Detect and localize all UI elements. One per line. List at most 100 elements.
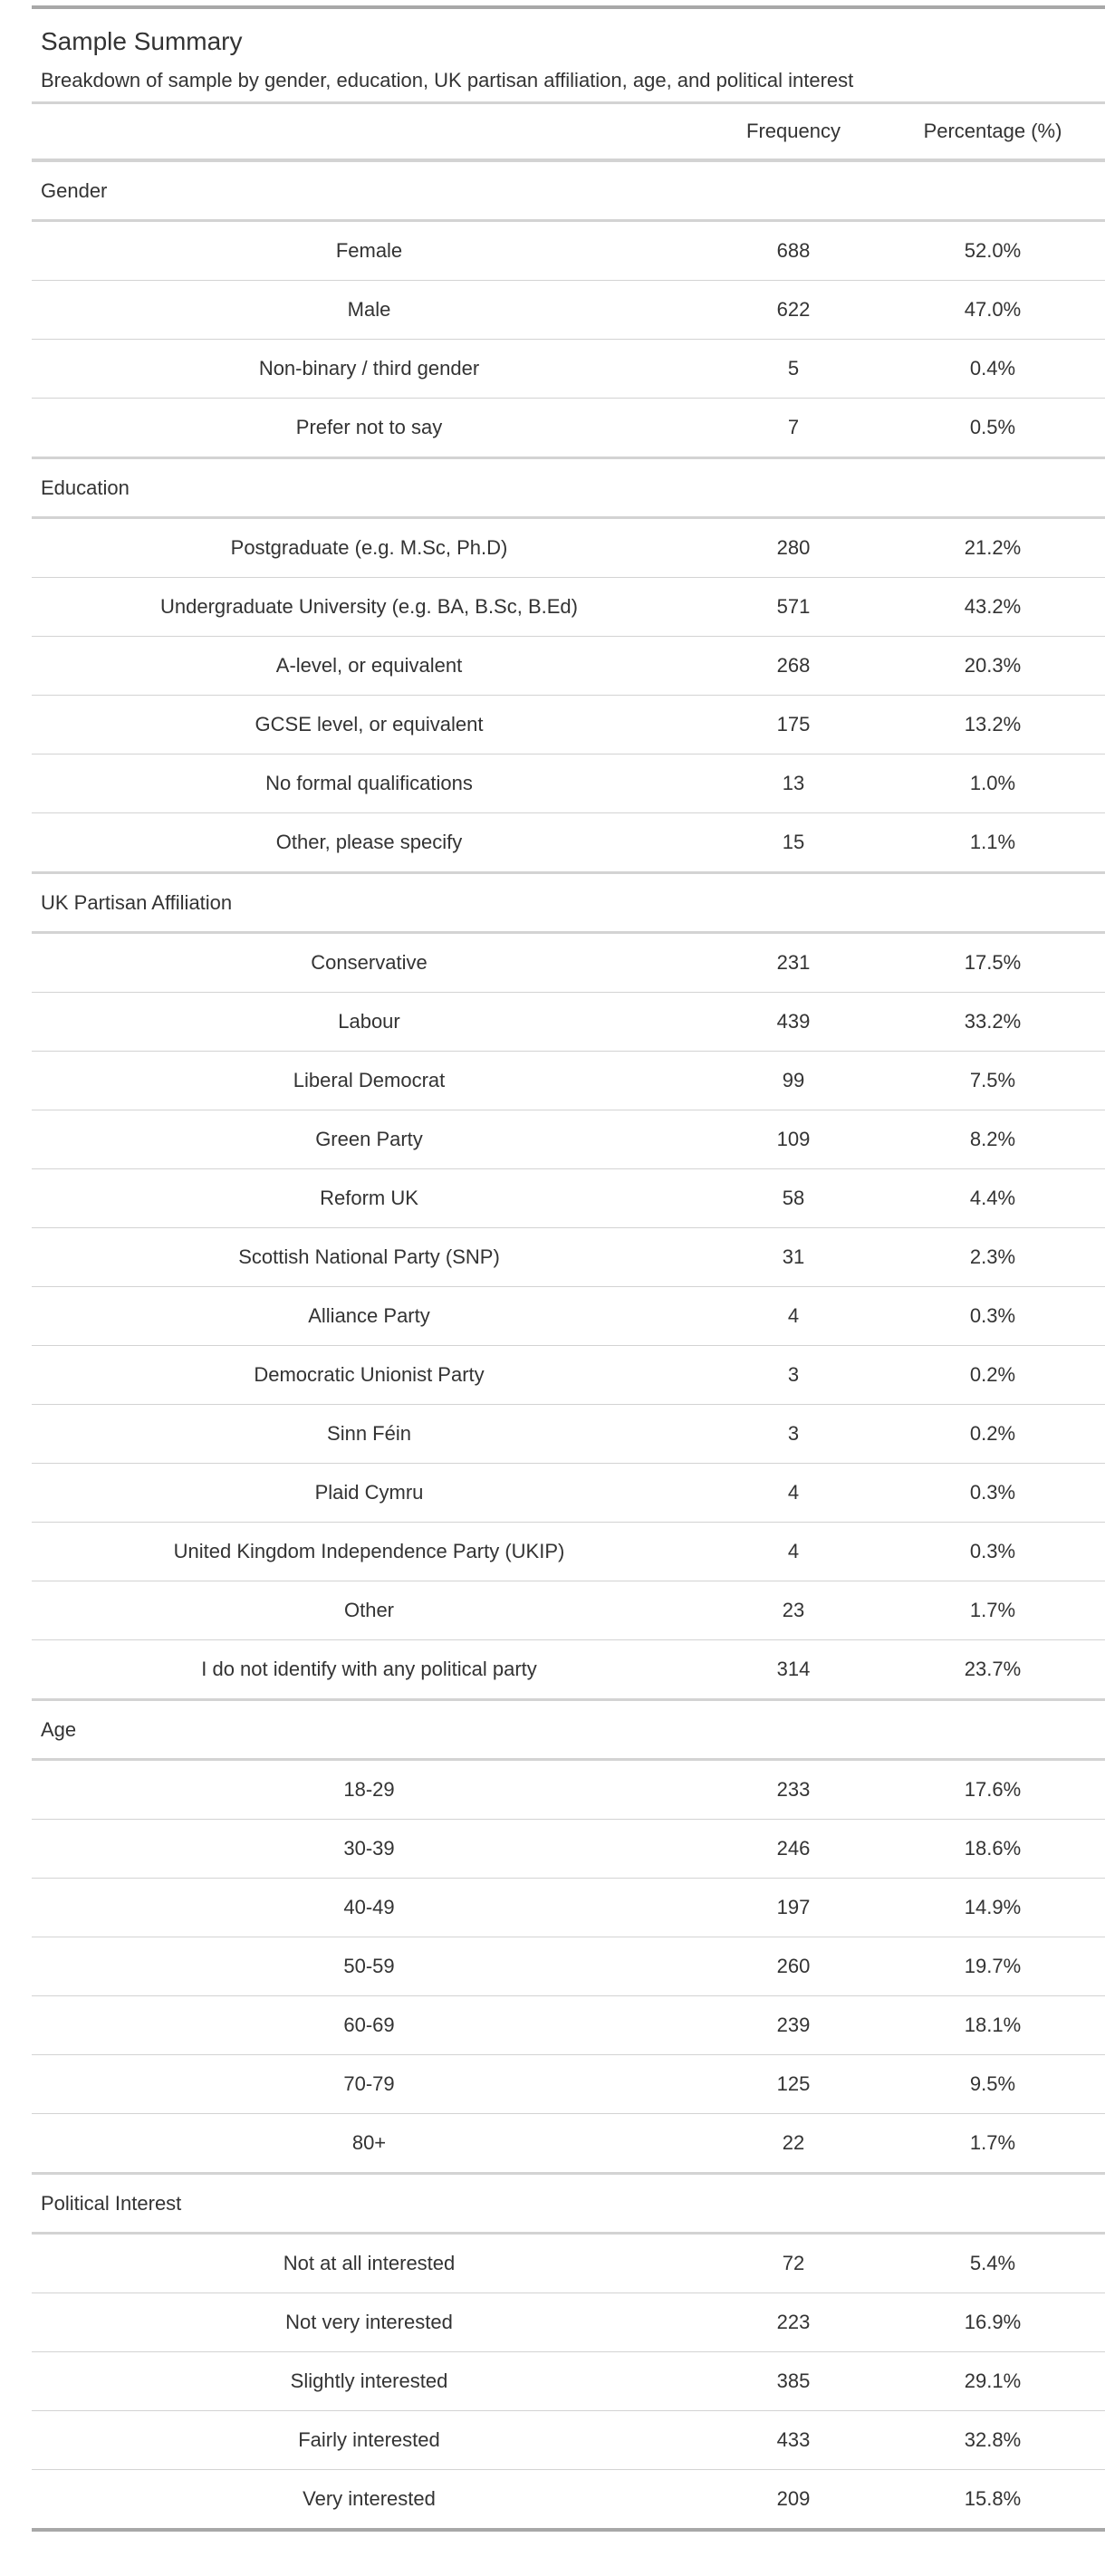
percentage-cell: 20.3%: [880, 636, 1105, 696]
table-row: Sinn Féin 3 0.2%: [32, 1404, 1105, 1464]
row-label-cell: 18-29: [32, 1759, 706, 1820]
group-header-label: Political Interest: [32, 2172, 1105, 2235]
frequency-cell: 31: [706, 1227, 880, 1287]
table-row: Scottish National Party (SNP) 31 2.3%: [32, 1227, 1105, 1287]
group-header-row: UK Partisan Affiliation: [32, 871, 1105, 934]
table-row: 50-59 260 19.7%: [32, 1937, 1105, 1996]
row-label-cell: I do not identify with any political par…: [32, 1639, 706, 1700]
row-label-cell: A-level, or equivalent: [32, 636, 706, 696]
table-row: GCSE level, or equivalent 175 13.2%: [32, 695, 1105, 755]
row-label-cell: 40-49: [32, 1878, 706, 1937]
percentage-cell: 4.4%: [880, 1168, 1105, 1228]
row-label-cell: Sinn Féin: [32, 1404, 706, 1464]
frequency-cell: 99: [706, 1051, 880, 1110]
column-header-label: [32, 104, 706, 162]
percentage-cell: 17.5%: [880, 932, 1105, 993]
top-rule: [32, 5, 1105, 9]
row-label-cell: Very interested: [32, 2469, 706, 2529]
frequency-cell: 209: [706, 2469, 880, 2529]
row-label-cell: Other, please specify: [32, 812, 706, 873]
frequency-cell: 3: [706, 1404, 880, 1464]
column-header-frequency: Frequency: [706, 104, 880, 162]
percentage-cell: 14.9%: [880, 1878, 1105, 1937]
frequency-cell: 314: [706, 1639, 880, 1700]
percentage-cell: 18.6%: [880, 1819, 1105, 1879]
frequency-cell: 268: [706, 636, 880, 696]
percentage-cell: 0.3%: [880, 1463, 1105, 1523]
table-row: Male 622 47.0%: [32, 280, 1105, 340]
table-row: Plaid Cymru 4 0.3%: [32, 1463, 1105, 1523]
frequency-cell: 4: [706, 1286, 880, 1346]
percentage-cell: 1.1%: [880, 812, 1105, 873]
percentage-cell: 16.9%: [880, 2292, 1105, 2352]
frequency-cell: 13: [706, 754, 880, 813]
table-row: Labour 439 33.2%: [32, 992, 1105, 1052]
column-header-row: Frequency Percentage (%): [32, 104, 1105, 162]
row-label-cell: Postgraduate (e.g. M.Sc, Ph.D): [32, 517, 706, 578]
percentage-cell: 32.8%: [880, 2410, 1105, 2470]
row-label-cell: No formal qualifications: [32, 754, 706, 813]
frequency-cell: 231: [706, 932, 880, 993]
table-row: 30-39 246 18.6%: [32, 1819, 1105, 1879]
table-row: Green Party 109 8.2%: [32, 1110, 1105, 1169]
frequency-cell: 109: [706, 1110, 880, 1169]
table-row: Reform UK 58 4.4%: [32, 1168, 1105, 1228]
column-header-percentage: Percentage (%): [880, 104, 1105, 162]
frequency-cell: 4: [706, 1522, 880, 1581]
frequency-cell: 223: [706, 2292, 880, 2352]
percentage-cell: 9.5%: [880, 2054, 1105, 2114]
percentage-cell: 18.1%: [880, 1995, 1105, 2055]
percentage-cell: 7.5%: [880, 1051, 1105, 1110]
frequency-cell: 72: [706, 2233, 880, 2293]
row-label-cell: Not very interested: [32, 2292, 706, 2352]
row-label-cell: Not at all interested: [32, 2233, 706, 2293]
percentage-cell: 2.3%: [880, 1227, 1105, 1287]
table-row: 70-79 125 9.5%: [32, 2054, 1105, 2114]
table-body: Gender Female 688 52.0% Male 622 47.0% Non-bina…: [32, 160, 1105, 2529]
percentage-cell: 23.7%: [880, 1639, 1105, 1700]
table-row: Slightly interested 385 29.1%: [32, 2351, 1105, 2411]
group-header-label: Education: [32, 457, 1105, 519]
table-row: Alliance Party 4 0.3%: [32, 1286, 1105, 1346]
frequency-cell: 175: [706, 695, 880, 755]
percentage-cell: 0.5%: [880, 398, 1105, 458]
frequency-cell: 246: [706, 1819, 880, 1879]
percentage-cell: 13.2%: [880, 695, 1105, 755]
frequency-cell: 239: [706, 1995, 880, 2055]
frequency-cell: 260: [706, 1937, 880, 1996]
table-row: Democratic Unionist Party 3 0.2%: [32, 1345, 1105, 1405]
row-label-cell: Fairly interested: [32, 2410, 706, 2470]
row-label-cell: Plaid Cymru: [32, 1463, 706, 1523]
table-row: Undergraduate University (e.g. BA, B.Sc,…: [32, 577, 1105, 637]
table-row: Non-binary / third gender 5 0.4%: [32, 339, 1105, 399]
row-label-cell: United Kingdom Independence Party (UKIP): [32, 1522, 706, 1581]
table-row: Very interested 209 15.8%: [32, 2469, 1105, 2529]
row-label-cell: 60-69: [32, 1995, 706, 2055]
frequency-cell: 22: [706, 2113, 880, 2174]
frequency-cell: 280: [706, 517, 880, 578]
frequency-cell: 433: [706, 2410, 880, 2470]
row-label-cell: 50-59: [32, 1937, 706, 1996]
row-label-cell: Other: [32, 1581, 706, 1640]
table-row: Other 23 1.7%: [32, 1581, 1105, 1640]
table-row: No formal qualifications 13 1.0%: [32, 754, 1105, 813]
table-row: United Kingdom Independence Party (UKIP)…: [32, 1522, 1105, 1581]
table-row: I do not identify with any political par…: [32, 1639, 1105, 1700]
table-row: Not at all interested 72 5.4%: [32, 2233, 1105, 2293]
percentage-cell: 33.2%: [880, 992, 1105, 1052]
table-row: A-level, or equivalent 268 20.3%: [32, 636, 1105, 696]
row-label-cell: Green Party: [32, 1110, 706, 1169]
table-row: Not very interested 223 16.9%: [32, 2292, 1105, 2352]
row-label-cell: Democratic Unionist Party: [32, 1345, 706, 1405]
table-subtitle: Breakdown of sample by gender, education…: [41, 69, 854, 91]
row-label-cell: Scottish National Party (SNP): [32, 1227, 706, 1287]
table-row: Liberal Democrat 99 7.5%: [32, 1051, 1105, 1110]
group-header-row: Political Interest: [32, 2172, 1105, 2235]
percentage-cell: 43.2%: [880, 577, 1105, 637]
group-header-row: Age: [32, 1698, 1105, 1761]
table-row: Prefer not to say 7 0.5%: [32, 398, 1105, 458]
percentage-cell: 0.3%: [880, 1522, 1105, 1581]
group-header-label: Age: [32, 1698, 1105, 1761]
percentage-cell: 1.0%: [880, 754, 1105, 813]
percentage-cell: 0.2%: [880, 1404, 1105, 1464]
